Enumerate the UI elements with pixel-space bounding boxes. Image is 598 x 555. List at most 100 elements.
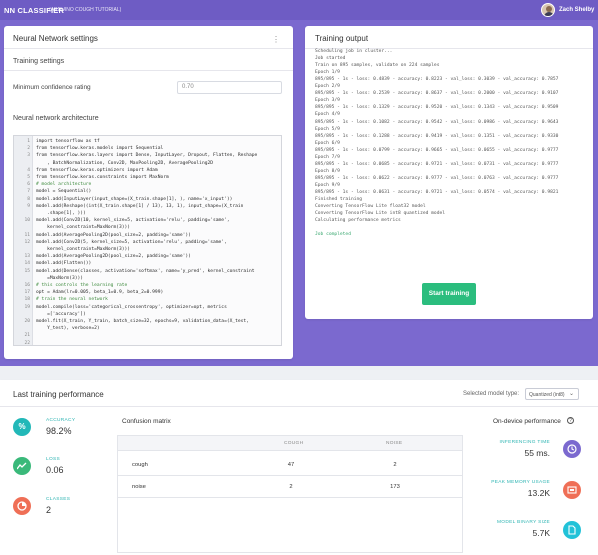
line-number: 9	[27, 203, 30, 209]
log-line: 895/895 - 1s - loss: 0.4839 - accuracy: …	[315, 77, 559, 83]
log-line: Job started	[315, 56, 346, 62]
log-line: Converting TensorFlow Lite int8 quantize…	[315, 211, 445, 217]
log-line: 895/895 - 1s - loss: 0.2539 - accuracy: …	[315, 91, 559, 97]
code-line: Y_test), verbose=2)	[14, 325, 281, 333]
nn-settings-title: Neural Network settings	[13, 34, 98, 43]
log-line: Epoch 3/9	[315, 98, 340, 104]
code-text: model.add(Conv2D(10, kernel_size=5, acti…	[36, 218, 230, 224]
code-text: kernel_constraint=MaxNorm(3)))	[36, 247, 131, 252]
classes-label: CLASSES	[46, 497, 71, 502]
line-number: 7	[27, 189, 30, 195]
line-number: 8	[27, 196, 30, 202]
log-line: Job completed	[315, 232, 351, 238]
code-line: 13 model.add(AveragePooling2D(pool_size=2…	[14, 253, 281, 261]
code-line: 12 model.add(Conv2D(5, kernel_size=5, act…	[14, 239, 281, 247]
code-line: 16 # this controls the learning rate	[14, 282, 281, 290]
ram-value: 13.2K	[527, 488, 550, 498]
code-line: =MaxNorm(3)))	[14, 275, 281, 283]
code-line: 15 model.add(Dense(classes, activation='s…	[14, 268, 281, 276]
code-line: 11 model.add(AveragePooling2D(pool_size=2…	[14, 232, 281, 240]
code-line: 17 opt = Adam(lr=0.005, beta_1=0.9, beta_…	[14, 289, 281, 297]
log-line: Epoch 9/9	[315, 182, 340, 188]
code-line: kernel_constraint=MaxNorm(3)))	[14, 224, 281, 232]
model-type-select[interactable]: Quantized (int8) ⌄	[525, 388, 579, 400]
code-text: model = Sequential()	[36, 189, 92, 195]
confusion-cell: 2	[393, 462, 397, 468]
line-number: 17	[24, 290, 30, 296]
confusion-row-label: noise	[132, 484, 146, 490]
confusion-row: cough 47 2	[118, 454, 462, 476]
avatar[interactable]	[541, 3, 555, 17]
code-text: =['accuracy'])	[36, 311, 86, 317]
log-line: 895/895 - 1s - loss: 0.1288 - accuracy: …	[315, 133, 559, 139]
code-line: 14 model.add(Flatten())	[14, 260, 281, 268]
code-editor[interactable]: 1 import tensorflow as tf 2 from tensorflow…	[13, 135, 282, 346]
start-training-button[interactable]: Start training	[422, 283, 476, 305]
ram-label: PEAK MEMORY USAGE	[491, 480, 550, 485]
clock-icon	[563, 440, 581, 458]
training-log[interactable]: Scheduling job in cluster... Job started T…	[311, 48, 577, 248]
log-line: 895/895 - 1s - loss: 0.0622 - accuracy: …	[315, 175, 559, 181]
user-name[interactable]: Zach Shelby	[559, 7, 595, 13]
confusion-col-header: NOISE	[386, 441, 403, 446]
code-line: =['accuracy'])	[14, 311, 281, 319]
line-number: 14	[24, 261, 30, 267]
log-line: Epoch 4/9	[315, 112, 340, 118]
code-text: from tensorflow.keras.constraints import…	[36, 175, 169, 180]
min-confidence-input[interactable]: 0.70	[177, 81, 282, 94]
line-number: 2	[27, 146, 30, 152]
code-text: model.add(Dense(classes, activation='sof…	[36, 268, 255, 274]
code-text: , BatchNormalization, Conv2D, MaxPooling…	[36, 160, 214, 166]
on-device-title: On-device performance	[493, 418, 561, 425]
accuracy-value: 98.2%	[46, 426, 72, 436]
loss-value: 0.06	[46, 465, 64, 475]
training-settings-label: Training settings	[13, 58, 65, 65]
accuracy-label: ACCURACY	[46, 418, 76, 423]
code-line: 3 from tensorflow.keras.layers import Den…	[14, 152, 281, 160]
code-text: model.add(InputLayer(input_shape=(X_trai…	[36, 196, 233, 202]
top-bar: NN CLASSIFIER (ARDUINO COUGH TUTORIAL) Z…	[0, 0, 598, 20]
log-line: 895/895 - 1s - loss: 0.1329 - accuracy: …	[315, 105, 559, 111]
confusion-matrix-title: Confusion matrix	[122, 418, 171, 425]
divider	[4, 48, 293, 49]
chevron-down-icon: ⌄	[568, 391, 574, 397]
help-icon[interactable]: ?	[567, 417, 574, 424]
more-options-icon[interactable]: ⋮	[272, 35, 280, 44]
confusion-cell: 173	[390, 484, 400, 490]
line-number: 12	[24, 239, 30, 245]
code-line: 6 # model architecture	[14, 181, 281, 189]
code-line: 19 model.compile(loss='categorical_crosse…	[14, 304, 281, 312]
code-text: model.add(Flatten())	[36, 261, 92, 267]
confusion-header-row: COUGH NOISE	[118, 436, 462, 451]
code-line: 22	[14, 340, 281, 345]
line-number: 18	[24, 297, 30, 303]
code-line: 18 # train the neural network	[14, 296, 281, 304]
confusion-row-label: cough	[132, 462, 148, 468]
line-number: 5	[27, 175, 30, 180]
inferencing-value: 55 ms.	[524, 448, 550, 458]
pie-chart-icon	[13, 497, 31, 515]
code-line: 1 import tensorflow as tf	[14, 138, 281, 146]
code-line: 7 model = Sequential()	[14, 188, 281, 196]
divider	[4, 70, 293, 71]
log-line: Epoch 2/9	[315, 84, 340, 90]
code-text: model.add(Conv2D(5, kernel_size=5, activ…	[36, 239, 227, 245]
code-line: 10 model.add(Conv2D(10, kernel_size=5, ac…	[14, 217, 281, 225]
line-gutter	[14, 136, 33, 345]
rom-value: 5.7K	[532, 528, 551, 538]
performance-title: Last training performance	[13, 390, 104, 399]
line-number: 10	[24, 218, 30, 224]
trend-chart-icon	[13, 457, 31, 475]
performance-card	[0, 380, 598, 555]
rom-label: MODEL BINARY SIZE	[497, 520, 550, 525]
classes-value: 2	[46, 505, 52, 515]
code-line: 4 from tensorflow.keras.optimizers import…	[14, 167, 281, 175]
log-line: Converting TensorFlow Lite float32 model	[315, 204, 426, 210]
line-number: 4	[27, 167, 30, 173]
code-text: opt = Adam(lr=0.005, beta_1=0.9, beta_2=…	[36, 290, 164, 296]
code-line: , BatchNormalization, Conv2D, MaxPooling…	[14, 160, 281, 168]
loss-label: LOSS	[46, 457, 60, 462]
architecture-label: Neural network architecture	[13, 115, 99, 122]
log-line: Calculating performance metrics	[315, 218, 401, 224]
log-line: Epoch 7/9	[315, 154, 340, 160]
